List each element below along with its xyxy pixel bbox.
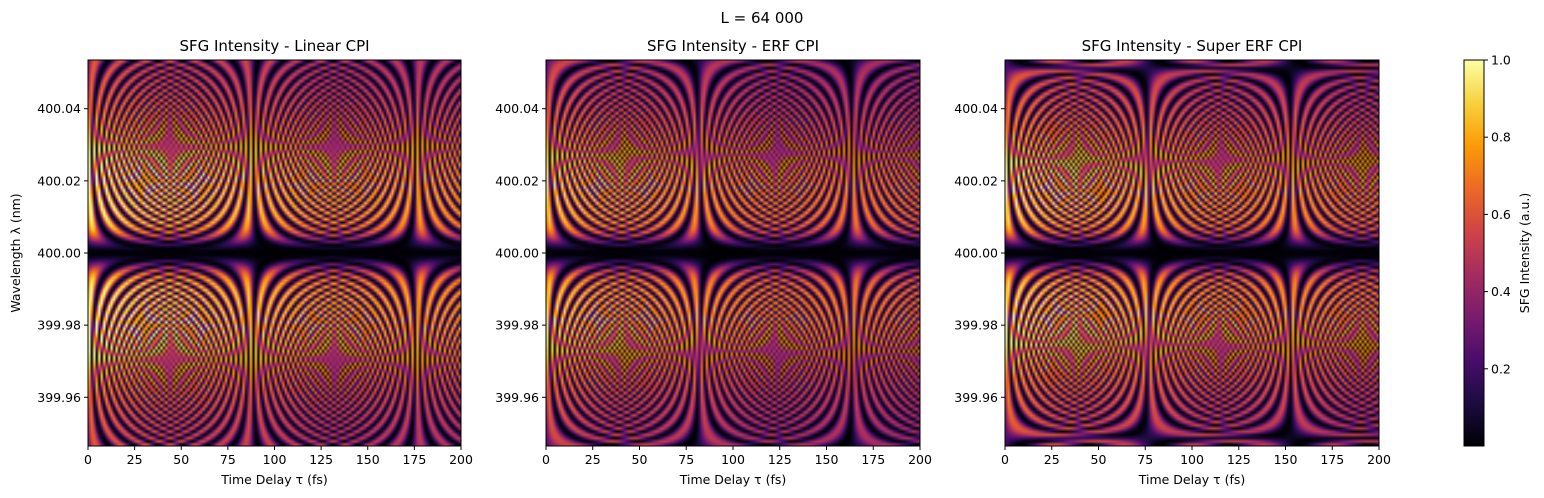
x-tick-label: 150	[356, 452, 380, 467]
x-axis-label: Time Delay τ (fs)	[1138, 472, 1246, 487]
panel-title: SFG Intensity - ERF CPI	[647, 37, 819, 55]
y-tick-label: 399.98	[37, 318, 81, 333]
colorbar-tick-label: 0.2	[1491, 361, 1511, 376]
x-tick-label: 175	[861, 452, 885, 467]
colorbar: 0.2 0.4 0.6 0.8 1.0 SFG Intensity (a.u.)	[1463, 53, 1532, 447]
y-tick-label: 399.96	[37, 390, 81, 405]
y-tick-label: 400.02	[954, 173, 998, 188]
colorbar-tick-label: 0.4	[1491, 284, 1511, 299]
x-tick-label: 100	[1180, 452, 1204, 467]
heatmap-image	[546, 60, 920, 446]
y-tick-label: 400.00	[495, 246, 539, 261]
y-axis-label: Wavelength λ (nm)	[8, 193, 23, 312]
heatmap-panel-2: SFG Intensity - ERF CPI 0 25 50 75 100 125 150 1…	[495, 37, 932, 487]
x-tick-label: 100	[721, 452, 745, 467]
figure-suptitle: L = 64 000	[721, 9, 804, 27]
colorbar-gradient	[1464, 60, 1484, 446]
heatmap-panel-3: SFG Intensity - Super ERF CPI 0 25 50 75 100 1…	[954, 37, 1391, 487]
panel-title: SFG Intensity - Super ERF CPI	[1082, 37, 1303, 55]
x-tick-label: 25	[127, 452, 143, 467]
x-axis-label: Time Delay τ (fs)	[220, 472, 328, 487]
colorbar-frame	[1463, 59, 1485, 447]
x-tick-label: 175	[402, 452, 426, 467]
heatmap-panels: SFG Intensity - Linear CPI 0 25 50 75 100 125 1…	[8, 37, 1391, 487]
x-tick-label: 125	[768, 452, 792, 467]
x-tick-label: 150	[815, 452, 839, 467]
x-tick-label: 25	[1044, 452, 1060, 467]
heatmap-panel-1: SFG Intensity - Linear CPI 0 25 50 75 100 125 1…	[8, 37, 473, 487]
x-tick-label: 25	[585, 452, 601, 467]
y-tick-label: 400.02	[495, 173, 539, 188]
x-tick-label: 100	[263, 452, 287, 467]
colorbar-tick-label: 1.0	[1491, 53, 1511, 68]
y-tick-label: 399.98	[495, 318, 539, 333]
y-tick-label: 400.04	[495, 101, 539, 116]
x-tick-label: 75	[1137, 452, 1153, 467]
x-tick-label: 200	[1367, 452, 1391, 467]
y-tick-label: 400.00	[37, 246, 81, 261]
x-tick-label: 125	[309, 452, 333, 467]
x-tick-label: 0	[1001, 452, 1009, 467]
y-tick-label: 400.04	[37, 101, 81, 116]
y-tick-label: 399.96	[495, 390, 539, 405]
x-tick-label: 50	[1091, 452, 1107, 467]
y-tick-label: 399.96	[954, 390, 998, 405]
x-tick-label: 0	[84, 452, 92, 467]
x-axis-label: Time Delay τ (fs)	[679, 472, 787, 487]
x-tick-label: 175	[1320, 452, 1344, 467]
y-tick-label: 400.00	[954, 246, 998, 261]
x-tick-label: 50	[632, 452, 648, 467]
heatmap-image	[88, 60, 461, 446]
x-tick-label: 75	[678, 452, 694, 467]
x-tick-label: 200	[449, 452, 473, 467]
x-tick-label: 200	[908, 452, 932, 467]
colorbar-tick-label: 0.6	[1491, 207, 1511, 222]
y-tick-label: 400.02	[37, 173, 81, 188]
x-tick-label: 125	[1227, 452, 1251, 467]
y-tick-label: 399.98	[954, 318, 998, 333]
x-tick-label: 150	[1274, 452, 1298, 467]
colorbar-label: SFG Intensity (a.u.)	[1517, 193, 1532, 313]
x-tick-label: 50	[173, 452, 189, 467]
heatmap-image	[1005, 60, 1379, 446]
x-tick-label: 75	[220, 452, 236, 467]
x-tick-label: 0	[542, 452, 550, 467]
colorbar-tick-label: 0.8	[1491, 130, 1511, 145]
y-tick-label: 400.04	[954, 101, 998, 116]
panel-title: SFG Intensity - Linear CPI	[179, 37, 369, 55]
